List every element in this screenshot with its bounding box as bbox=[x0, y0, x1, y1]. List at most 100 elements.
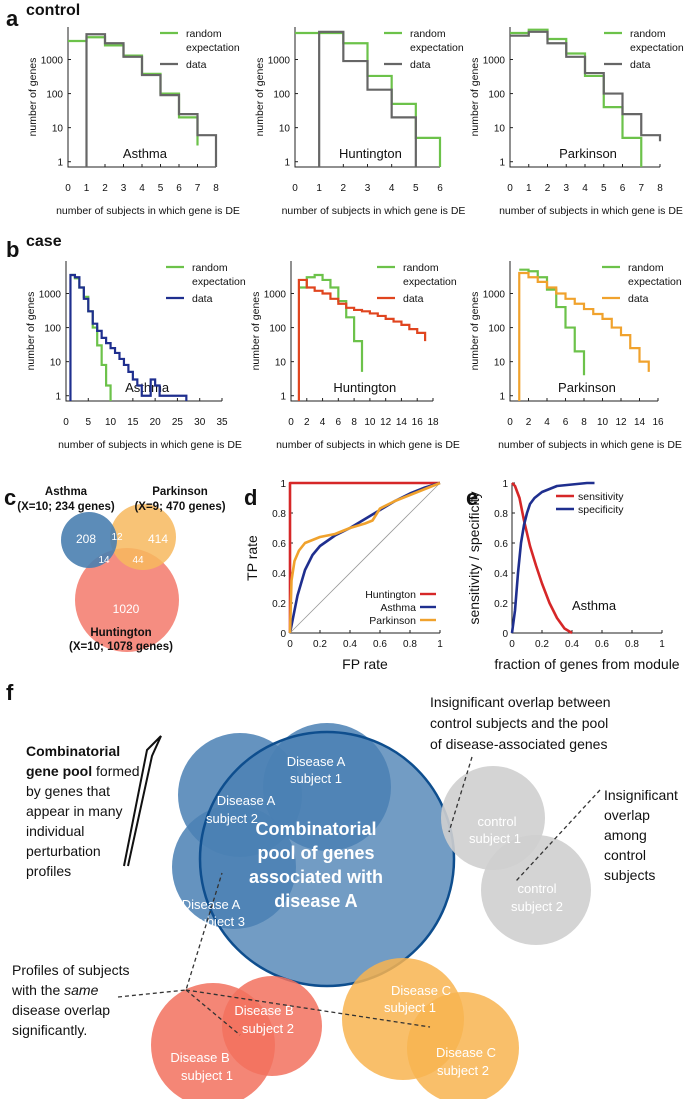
y-tick-label: 1 bbox=[284, 158, 290, 169]
y-tick-label: 10 bbox=[279, 124, 291, 135]
top-note-line-3: of disease-associated genes bbox=[430, 736, 607, 752]
label-control2-line2: subject 2 bbox=[511, 899, 563, 914]
x-tick-label: 0.2 bbox=[313, 639, 327, 650]
label-a2-line1: Disease A bbox=[217, 793, 276, 808]
right-note-line-2: overlap bbox=[604, 807, 650, 823]
chart-annotation-label: Asthma bbox=[572, 598, 617, 613]
legend-label-huntington: Huntington bbox=[365, 589, 416, 601]
label-a2-line2: subject 2 bbox=[206, 811, 258, 826]
legend-label-data: data bbox=[630, 59, 651, 71]
legend-label-sensitivity: sensitivity bbox=[578, 491, 624, 503]
y-tick-label: 1000 bbox=[483, 56, 506, 67]
y-tick-label: 0 bbox=[502, 629, 508, 640]
x-tick-label: 14 bbox=[396, 417, 408, 428]
y-axis-label: number of genes bbox=[469, 292, 481, 371]
x-tick-label: 6 bbox=[437, 183, 443, 194]
venn-circle-parkinson bbox=[110, 504, 176, 570]
x-tick-label: 7 bbox=[195, 183, 201, 194]
x-tick-label: 3 bbox=[563, 183, 569, 194]
x-tick-label: 7 bbox=[638, 183, 644, 194]
bottom-note-line-3: disease overlap bbox=[12, 1002, 110, 1018]
y-tick-label: 100 bbox=[269, 324, 286, 335]
y-axis-label: number of genes bbox=[254, 58, 266, 137]
chart-b-huntington: 0 2 4 6 8 10 12 14 16 18 1 10 100 1000 number of subje… bbox=[250, 261, 460, 451]
x-tick-label: 3 bbox=[121, 183, 127, 194]
legend-label-expectation: expectation bbox=[192, 276, 246, 288]
y-tick-label: 1 bbox=[57, 158, 63, 169]
series-data-line bbox=[518, 271, 650, 401]
legend-label-data: data bbox=[403, 293, 424, 305]
y-tick-label: 0.8 bbox=[272, 509, 286, 520]
x-tick-label: 8 bbox=[657, 183, 663, 194]
y-tick-label: 100 bbox=[488, 90, 505, 101]
legend-label-random: random bbox=[192, 262, 228, 274]
row-title-case: case bbox=[26, 233, 62, 250]
y-axis-label: sensitivity / specificity bbox=[466, 491, 482, 624]
label-a3-line2: subject 3 bbox=[193, 914, 245, 929]
left-note-line-5: individual bbox=[26, 823, 84, 839]
panel-label-c: c bbox=[4, 485, 16, 510]
x-tick-label: 12 bbox=[615, 417, 627, 428]
legend-label-parkinson: Parkinson bbox=[369, 615, 416, 627]
series-data-line bbox=[318, 30, 417, 167]
x-tick-label: 10 bbox=[364, 417, 376, 428]
x-tick-label: 2 bbox=[545, 183, 551, 194]
x-tick-label: 20 bbox=[150, 417, 162, 428]
panel-label-b: b bbox=[6, 237, 19, 262]
y-tick-label: 0.8 bbox=[494, 509, 508, 520]
circle-labels: Disease A subject 1 Disease A subject 2 … bbox=[170, 754, 563, 1083]
x-axis-label: number of subjects in which gene is DE bbox=[282, 205, 466, 217]
y-tick-label: 1000 bbox=[483, 290, 506, 301]
legend-label-random: random bbox=[403, 262, 439, 274]
label-c1-line2: subject 1 bbox=[384, 1000, 436, 1015]
bottom-note-line-2a: with the bbox=[11, 982, 64, 998]
series-data-line bbox=[85, 33, 218, 167]
y-tick-label: 1 bbox=[55, 392, 61, 403]
x-tick-label: 4 bbox=[139, 183, 145, 194]
x-axis-label: number of subjects in which gene is DE bbox=[276, 439, 460, 451]
x-tick-label: 0 bbox=[65, 183, 71, 194]
left-note-bold-1: Combinatorial bbox=[26, 743, 120, 759]
chart-name-label: Parkinson bbox=[559, 146, 617, 161]
venn-overlap-asthma-huntington: 14 bbox=[98, 555, 110, 566]
bottom-note-line-4: significantly. bbox=[12, 1022, 87, 1038]
y-tick-label: 1 bbox=[499, 392, 505, 403]
bottom-note-pointer-c bbox=[185, 989, 431, 1028]
legend-label-expectation: expectation bbox=[410, 42, 464, 54]
series-specificity-line bbox=[510, 481, 595, 634]
x-tick-label: 0.8 bbox=[403, 639, 417, 650]
pool-label-line1: Combinatorial bbox=[255, 819, 376, 839]
y-tick-label: 100 bbox=[488, 324, 505, 335]
panel-label-e: e bbox=[466, 485, 478, 510]
x-tick-label: 0.2 bbox=[535, 639, 549, 650]
x-tick-label: 2 bbox=[341, 183, 347, 194]
diagram-f: Disease A subject 1 Disease A subject 2 … bbox=[11, 694, 678, 1099]
x-tick-label: 0.4 bbox=[565, 639, 579, 650]
row-title-control: control bbox=[26, 2, 80, 19]
legend-label-random: random bbox=[410, 28, 446, 40]
legend-label-specificity: specificity bbox=[578, 504, 624, 516]
panel-label-f: f bbox=[6, 680, 14, 705]
x-tick-label: 18 bbox=[427, 417, 439, 428]
series-huntington-line bbox=[288, 481, 440, 633]
right-note-line-3: among bbox=[604, 827, 647, 843]
label-b2-line1: Disease B bbox=[234, 1003, 293, 1018]
x-tick-label: 0 bbox=[507, 183, 513, 194]
bottom-note-line-2: with the same bbox=[11, 982, 99, 998]
x-tick-label: 5 bbox=[86, 417, 92, 428]
pool-label-line3: associated with bbox=[249, 867, 383, 887]
y-tick-label: 0.6 bbox=[272, 539, 286, 550]
x-axis-label: fraction of genes from module bbox=[494, 656, 679, 672]
venn-overlap-asthma-parkinson: 12 bbox=[111, 532, 123, 543]
panel-label-d: d bbox=[244, 485, 257, 510]
x-tick-label: 0.8 bbox=[625, 639, 639, 650]
label-c2-line1: Disease C bbox=[436, 1045, 496, 1060]
x-tick-label: 25 bbox=[172, 417, 184, 428]
x-tick-label: 0.4 bbox=[343, 639, 357, 650]
x-tick-label: 8 bbox=[581, 417, 587, 428]
legend-label-expectation: expectation bbox=[403, 276, 457, 288]
y-axis-label: number of genes bbox=[469, 58, 481, 137]
x-axis-label: number of subjects in which gene is DE bbox=[499, 205, 683, 217]
chart-e-sens-spec: 0 0.2 0.4 0.6 0.8 1 0 0.2 0.4 0.6 0.8 1 fraction of … bbox=[466, 479, 680, 672]
x-tick-label: 12 bbox=[380, 417, 392, 428]
